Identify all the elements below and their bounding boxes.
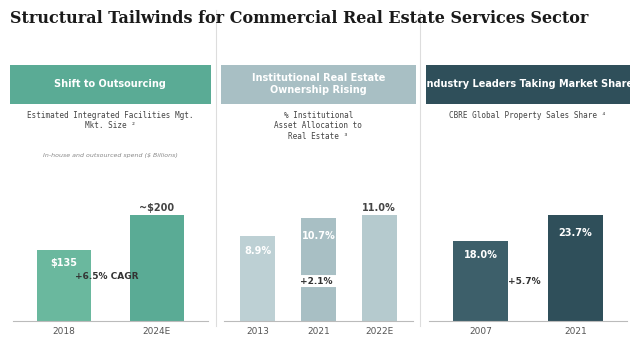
Text: 18.0%: 18.0% [464,251,498,260]
Text: ~$200: ~$200 [140,203,175,213]
Bar [362,215,397,321]
Text: 10.7%: 10.7% [301,231,335,241]
Text: 11.0%: 11.0% [362,203,396,213]
Text: +6.5% CAGR: +6.5% CAGR [76,272,139,281]
Text: 23.7%: 23.7% [558,228,592,238]
Text: 8.9%: 8.9% [244,246,271,256]
Text: Shift to Outsourcing: Shift to Outsourcing [54,79,166,89]
Text: Structural Tailwinds for Commercial Real Estate Services Sector: Structural Tailwinds for Commercial Real… [10,10,588,27]
FancyArrow shape [95,268,125,285]
Bar [37,250,91,321]
Text: +5.7%: +5.7% [508,276,541,286]
Text: Industry Leaders Taking Market Share: Industry Leaders Taking Market Share [423,79,633,89]
Text: Estimated Integrated Facilities Mgt.
Mkt. Size ²: Estimated Integrated Facilities Mgt. Mkt… [27,111,194,130]
Text: % Institutional
Asset Allocation to
Real Estate ³: % Institutional Asset Allocation to Real… [275,111,362,140]
FancyArrow shape [513,273,543,290]
Bar [301,218,336,321]
Text: +2.1%: +2.1% [300,276,332,286]
Text: CBRE Global Property Sales Share ⁴: CBRE Global Property Sales Share ⁴ [449,111,607,120]
Text: Institutional Real Estate
Ownership Rising: Institutional Real Estate Ownership Risi… [252,73,385,95]
Text: $135: $135 [51,258,77,268]
Bar [130,215,184,321]
Bar [548,215,603,321]
FancyArrow shape [278,273,358,290]
Bar [453,241,508,321]
Bar [240,236,275,321]
Text: In-house and outsourced spend ($ Billions): In-house and outsourced spend ($ Billion… [43,153,178,158]
